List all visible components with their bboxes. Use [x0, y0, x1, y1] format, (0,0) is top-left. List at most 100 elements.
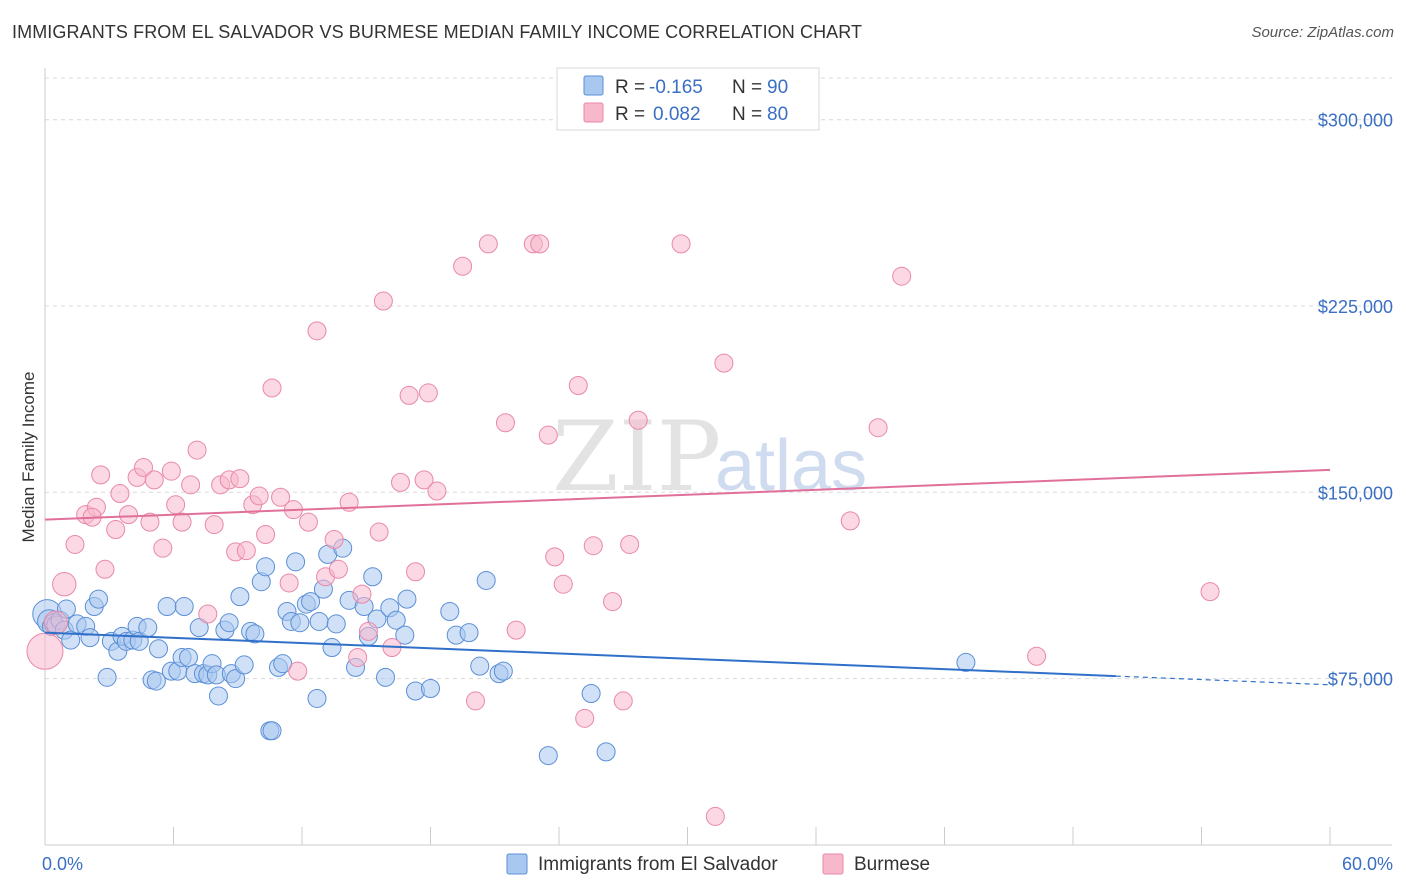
point-burmese [198, 604, 218, 624]
point-burmese [583, 536, 603, 556]
point-burmese [187, 440, 207, 460]
point-burmese [358, 621, 378, 641]
point-burmese [391, 472, 411, 492]
point-el-salvador [307, 688, 327, 708]
point-el-salvador [956, 652, 976, 672]
trend-line-el-salvador-extension [1115, 675, 1331, 686]
y-tick-label: $75,000 [1328, 670, 1393, 690]
point-el-salvador [386, 610, 406, 630]
point-el-salvador [89, 589, 109, 609]
point-burmese [506, 620, 526, 640]
point-el-salvador [208, 686, 228, 706]
point-el-salvador [596, 742, 616, 762]
point-burmese [166, 495, 186, 515]
legend-bottom-label-blue: Immigrants from El Salvador [538, 854, 778, 875]
series-el-salvador-points [32, 538, 976, 766]
point-el-salvador [493, 661, 513, 681]
point-el-salvador [262, 721, 282, 741]
point-burmese [52, 571, 77, 597]
point-el-salvador [538, 746, 558, 766]
point-el-salvador [376, 667, 396, 687]
point-burmese [495, 413, 515, 433]
point-burmese [892, 266, 912, 286]
y-tick-label: $300,000 [1318, 111, 1393, 131]
point-el-salvador [146, 671, 166, 691]
point-burmese [307, 321, 327, 341]
legend-swatch-blue [583, 75, 604, 96]
chart-title: IMMIGRANTS FROM EL SALVADOR VS BURMESE M… [12, 22, 863, 42]
trend-lines [44, 468, 1331, 686]
point-burmese [840, 511, 860, 531]
point-el-salvador [230, 587, 250, 607]
point-el-salvador [363, 567, 383, 587]
point-el-salvador [189, 618, 209, 638]
point-el-salvador [219, 613, 239, 633]
y-tick-label: $225,000 [1318, 297, 1393, 317]
legend-r-label-blue: R = [615, 77, 645, 98]
point-burmese [478, 234, 498, 254]
point-burmese [714, 353, 734, 373]
point-burmese [414, 470, 434, 490]
point-burmese [1027, 646, 1047, 666]
x-tick-label-end: 60.0% [1342, 854, 1393, 874]
point-el-salvador [326, 614, 346, 634]
trend-line-burmese [44, 468, 1331, 521]
grid-lines [45, 77, 1392, 680]
point-el-salvador [309, 611, 329, 631]
point-el-salvador [395, 625, 415, 645]
point-burmese [369, 522, 389, 542]
series-burmese-points [26, 234, 1220, 826]
point-burmese [43, 610, 68, 635]
point-el-salvador [149, 639, 169, 659]
legend-top: R = -0.165 N = 90 R = 0.082 N = 80 [556, 67, 820, 131]
point-el-salvador [97, 667, 117, 687]
point-burmese [868, 418, 888, 438]
point-burmese [603, 592, 623, 612]
point-el-salvador [581, 683, 601, 703]
point-burmese [91, 465, 111, 485]
point-burmese [106, 520, 126, 540]
point-burmese [26, 632, 64, 670]
legend-r-value-blue: -0.165 [649, 77, 703, 98]
legend-r-value-pink: 0.082 [653, 104, 701, 125]
point-el-salvador [174, 597, 194, 617]
point-burmese [134, 457, 154, 477]
point-burmese [95, 559, 115, 579]
point-burmese [256, 525, 276, 545]
point-burmese [110, 484, 130, 504]
legend-n-value-blue: 90 [767, 77, 788, 98]
point-el-salvador [397, 589, 417, 609]
point-el-salvador [157, 597, 177, 617]
point-el-salvador [226, 669, 246, 689]
point-el-salvador [234, 655, 254, 675]
point-el-salvador [138, 618, 158, 638]
point-el-salvador [440, 602, 460, 622]
legend-bottom-swatch-blue [506, 853, 528, 875]
point-burmese [453, 256, 473, 276]
legend-n-label-blue: N = [732, 77, 762, 98]
y-axis-title: Median Family Income [19, 371, 38, 542]
point-el-salvador [290, 613, 310, 633]
point-burmese [538, 425, 558, 445]
point-burmese [465, 691, 485, 711]
point-burmese [204, 515, 224, 535]
point-burmese [230, 469, 250, 489]
point-burmese [236, 541, 256, 561]
legend-bottom: Immigrants from El Salvador Burmese [506, 853, 930, 875]
point-burmese [671, 234, 691, 254]
point-burmese [262, 378, 282, 398]
point-el-salvador [245, 624, 265, 644]
point-burmese [161, 461, 181, 481]
point-burmese [324, 529, 344, 549]
point-burmese [352, 584, 372, 604]
legend-bottom-swatch-pink [822, 853, 844, 875]
point-burmese [172, 512, 192, 532]
point-burmese [568, 375, 588, 395]
point-el-salvador [80, 628, 100, 648]
point-burmese [328, 559, 348, 579]
point-burmese [418, 383, 438, 403]
point-burmese [1200, 582, 1220, 602]
point-el-salvador [273, 654, 293, 674]
point-el-salvador [286, 552, 306, 572]
x-tick-label-start: 0.0% [42, 854, 83, 874]
